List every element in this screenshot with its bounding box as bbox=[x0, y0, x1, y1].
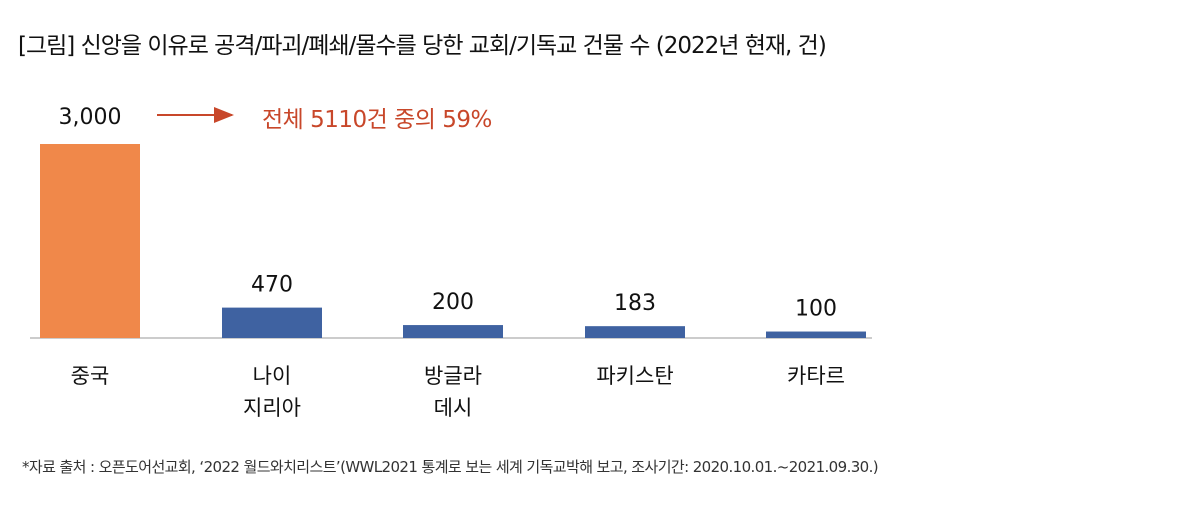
data-label: 3,000 bbox=[59, 105, 122, 130]
bar bbox=[766, 331, 866, 338]
data-label: 100 bbox=[795, 297, 837, 322]
category-label: 파키스탄 bbox=[565, 360, 705, 392]
category-label-line: 지리아 bbox=[243, 396, 301, 420]
annotation-text: 전체 5110건 중의 59% bbox=[262, 107, 492, 133]
data-label: 183 bbox=[614, 291, 656, 316]
category-label-line: 파키스탄 bbox=[596, 364, 674, 388]
bar bbox=[585, 326, 685, 338]
data-label: 200 bbox=[432, 290, 474, 315]
category-label-line: 방글라 bbox=[424, 364, 482, 388]
category-label-line: 카타르 bbox=[787, 364, 845, 388]
source-note: *자료 출처 : 오픈도어선교회, ‘2022 월드와치리스트’(WWL2021… bbox=[22, 458, 879, 476]
category-label-line: 나이 bbox=[252, 364, 292, 388]
data-label: 470 bbox=[251, 273, 293, 298]
bar bbox=[222, 307, 322, 338]
bar bbox=[403, 325, 503, 338]
category-label-line: 데시 bbox=[433, 396, 473, 420]
category-label-line: 중국 bbox=[70, 364, 110, 388]
bar bbox=[40, 144, 140, 338]
chart-title: [그림] 신앙을 이유로 공격/파괴/폐쇄/몰수를 당한 교회/기독교 건물 수… bbox=[18, 33, 827, 59]
category-label: 중국 bbox=[20, 360, 160, 392]
category-label: 카타르 bbox=[746, 360, 886, 392]
